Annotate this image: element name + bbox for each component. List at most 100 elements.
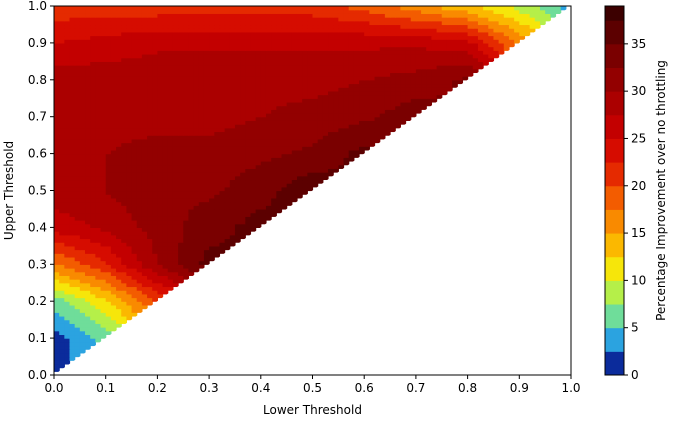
contour-cell (214, 238, 221, 243)
contour-cell (100, 164, 107, 169)
contour-cell (54, 72, 60, 77)
contour-cell (405, 50, 412, 55)
contour-cell (105, 116, 112, 121)
contour-cell (95, 220, 102, 225)
contour-cell (260, 101, 267, 107)
contour-cell (188, 13, 195, 18)
contour-cell (69, 172, 76, 177)
contour-cell (64, 297, 71, 302)
contour-cell (234, 223, 241, 228)
contour-cell (172, 227, 179, 232)
contour-cell (141, 68, 148, 74)
contour-cell (245, 223, 252, 228)
contour-cell (281, 168, 288, 173)
contour-cell (214, 146, 221, 151)
contour-cell (121, 197, 127, 203)
contour-cell (172, 264, 179, 269)
contour-cell (172, 194, 179, 199)
contour-cell (229, 197, 236, 203)
contour-cell (379, 35, 386, 40)
contour-cell (271, 53, 277, 59)
contour-cell (260, 190, 267, 195)
contour-cell (234, 120, 241, 125)
contour-cell (100, 190, 107, 195)
contour-cell (131, 301, 138, 306)
contour-cell (188, 223, 195, 228)
contour-cell (219, 6, 226, 11)
contour-cell (260, 157, 267, 162)
contour-cell (214, 175, 221, 181)
contour-cell (90, 109, 96, 114)
contour-cell (229, 179, 236, 184)
contour-cell (147, 172, 153, 177)
contour-cell (245, 35, 252, 40)
contour-cell (121, 220, 127, 225)
contour-cell (359, 46, 365, 51)
contour-cell (183, 90, 190, 96)
contour-cell (307, 6, 314, 11)
contour-cell (343, 131, 350, 136)
contour-cell (348, 131, 355, 136)
contour-cell (348, 17, 355, 22)
contour-cell (95, 297, 102, 302)
contour-cell (198, 227, 205, 232)
contour-cell (359, 124, 365, 129)
contour-cell (85, 315, 91, 321)
contour-cell (441, 53, 448, 59)
contour-cell (198, 146, 205, 151)
contour-cell (250, 201, 257, 206)
contour-cell (100, 138, 107, 144)
contour-cell (359, 146, 365, 151)
contour-cell (59, 297, 65, 302)
contour-cell (136, 223, 143, 228)
contour-cell (364, 138, 370, 144)
contour-cell (110, 260, 117, 265)
contour-cell (379, 109, 386, 114)
contour-cell (302, 113, 308, 118)
contour-cell (105, 113, 112, 118)
contour-cell (100, 153, 107, 158)
contour-cell (472, 50, 479, 55)
contour-cell (338, 120, 345, 125)
contour-cell (95, 113, 102, 118)
contour-cell (312, 68, 319, 74)
contour-cell (172, 220, 179, 225)
contour-cell (172, 238, 179, 243)
contour-cell (234, 175, 241, 181)
contour-cell (141, 183, 148, 188)
contour-cell (245, 113, 252, 118)
contour-cell (296, 57, 303, 62)
contour-cell (147, 135, 153, 140)
contour-cell (136, 68, 143, 74)
contour-cell (426, 83, 433, 88)
contour-cell (198, 179, 205, 184)
contour-cell (328, 98, 334, 103)
contour-cell (100, 186, 107, 192)
contour-cell (131, 153, 138, 158)
contour-cell (219, 238, 226, 243)
contour-cell (198, 194, 205, 199)
contour-cell (343, 124, 350, 129)
contour-cell (131, 164, 138, 169)
contour-cell (193, 28, 200, 33)
contour-cell (178, 194, 184, 199)
contour-cell (74, 76, 81, 81)
contour-cell (54, 260, 60, 265)
contour-cell (364, 135, 370, 140)
contour-cell (198, 220, 205, 225)
contour-cell (167, 260, 174, 265)
contour-cell (100, 256, 107, 262)
contour-cell (379, 101, 386, 107)
contour-cell (136, 238, 143, 243)
contour-cell (359, 135, 365, 140)
contour-cell (110, 146, 117, 151)
contour-cell (343, 94, 350, 99)
contour-cell (183, 172, 190, 177)
contour-cell (312, 57, 319, 62)
contour-cell (488, 39, 495, 44)
contour-cell (116, 220, 122, 225)
contour-cell (224, 24, 231, 29)
contour-cell (431, 35, 438, 40)
contour-cell (147, 290, 153, 295)
contour-cell (276, 101, 283, 107)
